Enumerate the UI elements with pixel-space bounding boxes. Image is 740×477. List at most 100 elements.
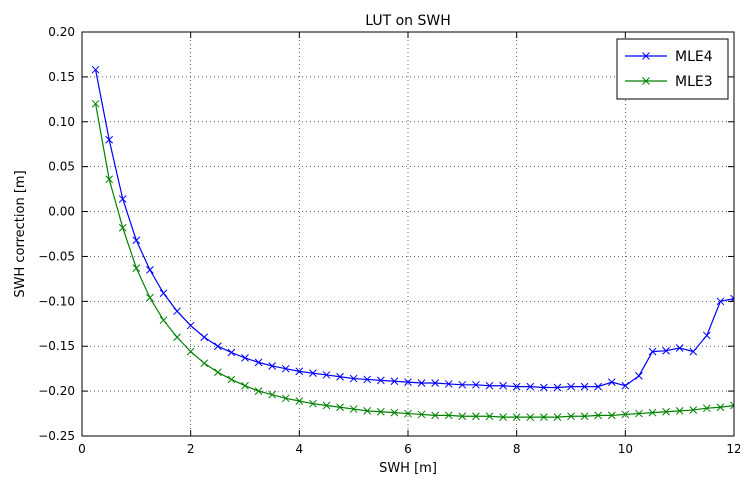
y-tick-label: −0.05: [38, 249, 75, 263]
data-point-mle4: [716, 297, 725, 306]
data-point-mle4: [621, 381, 630, 390]
x-axis-label: SWH [m]: [379, 461, 437, 476]
data-point-mle4: [526, 382, 535, 391]
chart-title: LUT on SWH: [365, 13, 451, 29]
data-point-mle3: [173, 333, 181, 342]
data-point-mle3: [444, 411, 453, 420]
data-point-mle3: [648, 408, 657, 417]
y-tick-label: 0.20: [48, 25, 75, 39]
data-point-mle4: [349, 374, 358, 383]
data-point-mle4: [376, 376, 385, 385]
data-point-mle4: [702, 331, 711, 340]
data-point-mle4: [404, 378, 412, 386]
data-point-mle3: [132, 264, 141, 272]
data-point-mle4: [336, 372, 344, 381]
data-point-mle3: [363, 407, 372, 415]
data-point-mle3: [159, 316, 168, 325]
data-point-mle3: [349, 405, 358, 413]
data-point-mle4: [295, 367, 304, 376]
data-point-mle4: [648, 347, 657, 356]
data-point-mle3: [404, 409, 412, 418]
data-point-mle4: [594, 382, 603, 391]
data-point-mle3: [186, 347, 195, 356]
data-point-mle4: [539, 383, 548, 392]
data-point-mle3: [417, 410, 426, 419]
x-tick-label: 0: [78, 442, 86, 456]
data-point-mle3: [458, 412, 467, 421]
data-point-mle4: [91, 65, 100, 74]
series-line-mle3: [94, 103, 734, 418]
data-point-mle4: [567, 382, 575, 391]
data-point-mle3: [485, 412, 494, 421]
data-point-mle3: [213, 368, 222, 377]
data-point-mle4: [607, 378, 616, 386]
data-point-mle4: [173, 307, 181, 316]
data-point-mle3: [105, 175, 114, 184]
data-point-mle4: [146, 266, 154, 274]
series-line-mle4: [94, 69, 734, 389]
data-point-mle3: [200, 359, 209, 368]
data-point-mle4: [309, 369, 317, 378]
x-tick-label: 6: [404, 442, 412, 456]
data-point-mle4: [132, 236, 141, 245]
data-point-mle3: [499, 413, 507, 422]
data-point-mle4: [512, 382, 521, 391]
y-tick-label: 0.15: [48, 70, 75, 84]
data-point-mle3: [241, 381, 249, 390]
y-tick-label: −0.25: [38, 429, 75, 443]
data-point-mle3: [390, 408, 399, 417]
y-tick-label: −0.20: [38, 384, 75, 398]
data-point-mle4: [118, 195, 127, 203]
legend-label: MLE4: [675, 49, 713, 65]
data-point-mle3: [675, 407, 684, 415]
data-point-mle4: [458, 380, 467, 389]
data-point-mle3: [526, 413, 535, 422]
data-point-mle3: [268, 390, 277, 399]
x-tick-label: 10: [618, 442, 633, 456]
x-tick-label: 2: [187, 442, 195, 456]
data-point-mle3: [431, 411, 440, 420]
legend-label: MLE3: [675, 74, 713, 90]
data-point-mle4: [689, 347, 698, 356]
data-point-mle4: [254, 358, 263, 367]
data-point-mle3: [594, 411, 603, 420]
data-point-mle3: [702, 404, 711, 413]
data-point-mle4: [241, 354, 249, 362]
data-point-mle3: [227, 375, 236, 384]
data-point-mle3: [539, 413, 548, 422]
data-point-mle3: [662, 407, 670, 416]
data-point-mle4: [105, 135, 114, 144]
y-axis-label: SWH correction [m]: [13, 170, 28, 297]
data-point-mle3: [281, 394, 290, 403]
data-point-mle3: [118, 223, 127, 232]
data-point-mle3: [146, 293, 154, 302]
series-mle3: [91, 99, 734, 422]
legend-entry-mle3: MLE3: [625, 74, 713, 90]
data-point-mle4: [186, 321, 195, 330]
data-point-mle4: [213, 342, 222, 351]
data-point-mle4: [322, 371, 331, 379]
data-point-mle4: [227, 348, 236, 357]
y-tick-label: 0.00: [48, 205, 75, 219]
data-point-mle3: [336, 403, 344, 412]
data-point-mle3: [580, 412, 589, 421]
data-point-mle4: [485, 381, 494, 390]
data-point-mle4: [499, 381, 507, 390]
data-point-mle4: [444, 380, 453, 388]
data-point-mle3: [254, 387, 263, 395]
data-point-mle4: [268, 362, 277, 370]
data-point-mle3: [730, 401, 734, 410]
data-point-mle3: [621, 410, 630, 419]
data-point-mle4: [417, 379, 426, 387]
data-point-mle4: [281, 364, 290, 373]
data-point-mle3: [567, 412, 575, 421]
data-point-mle3: [553, 413, 562, 422]
y-tick-label: 0.10: [48, 115, 75, 129]
legend-box: [616, 38, 729, 100]
data-point-mle4: [390, 377, 399, 386]
y-tick-label: −0.10: [38, 294, 75, 308]
data-point-mle4: [431, 379, 440, 387]
data-point-mle3: [322, 401, 331, 410]
data-point-mle4: [200, 333, 209, 342]
